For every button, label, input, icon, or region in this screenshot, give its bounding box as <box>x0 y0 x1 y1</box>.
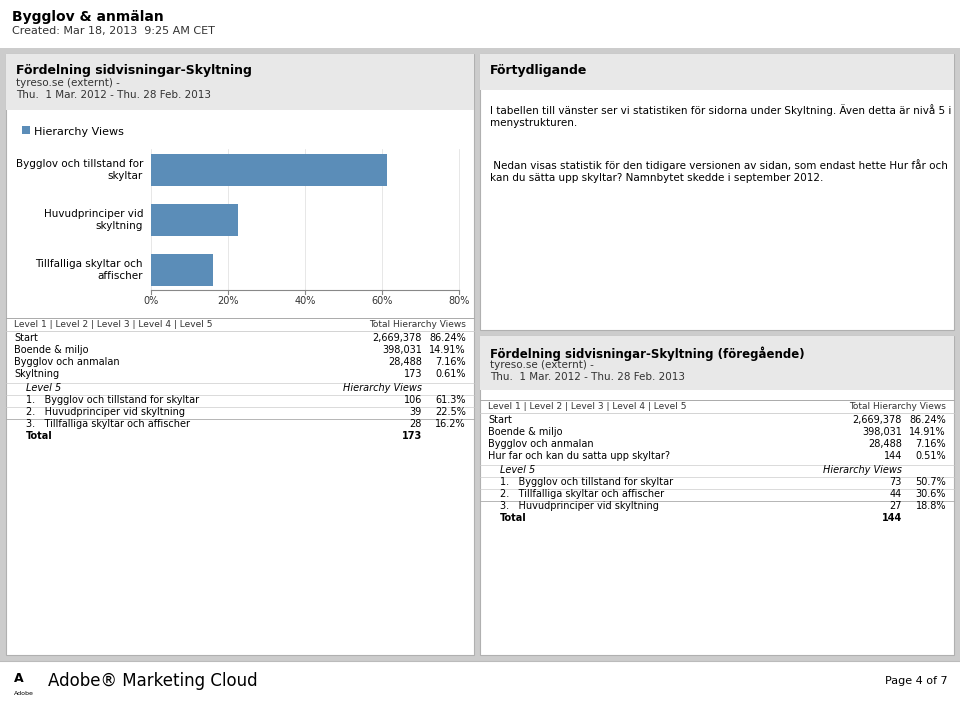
Text: Start: Start <box>14 333 37 343</box>
Text: 398,031: 398,031 <box>862 427 902 437</box>
Text: A: A <box>14 672 24 685</box>
Text: Bygglov och anmalan: Bygglov och anmalan <box>488 439 593 449</box>
Text: 40%: 40% <box>295 296 316 306</box>
Text: 173: 173 <box>403 369 422 379</box>
Text: Page 4 of 7: Page 4 of 7 <box>885 676 948 686</box>
Text: Förtydligande: Förtydligande <box>490 64 588 77</box>
Text: 2.   Huvudprinciper vid skyltning: 2. Huvudprinciper vid skyltning <box>26 407 185 417</box>
Text: Hur far och kan du satta upp skyltar?: Hur far och kan du satta upp skyltar? <box>488 451 670 461</box>
Text: Hierarchy Views: Hierarchy Views <box>343 383 422 393</box>
Text: Level 5: Level 5 <box>26 383 61 393</box>
Text: 30.6%: 30.6% <box>916 489 946 499</box>
Text: 7.16%: 7.16% <box>436 357 466 367</box>
Bar <box>10 671 38 699</box>
Text: Total Hierarchy Views: Total Hierarchy Views <box>370 320 466 329</box>
Bar <box>6 54 474 655</box>
Text: 39: 39 <box>410 407 422 417</box>
Text: 80%: 80% <box>448 296 469 306</box>
Text: 60%: 60% <box>372 296 393 306</box>
Bar <box>480 336 954 655</box>
Text: Start: Start <box>488 415 512 425</box>
Text: Adobe: Adobe <box>14 691 34 696</box>
Text: 14.91%: 14.91% <box>429 345 466 355</box>
Text: Fördelning sidvisningar-Skyltning: Fördelning sidvisningar-Skyltning <box>16 64 252 77</box>
Text: 144: 144 <box>883 451 902 461</box>
Text: 0.51%: 0.51% <box>916 451 946 461</box>
Text: tyreso.se (externt) -: tyreso.se (externt) - <box>16 78 120 88</box>
Text: Huvudprinciper vid
skyltning: Huvudprinciper vid skyltning <box>43 209 143 231</box>
Text: Total Hierarchy Views: Total Hierarchy Views <box>850 402 946 411</box>
Text: 22.5%: 22.5% <box>435 407 466 417</box>
Text: Bygglov och anmalan: Bygglov och anmalan <box>14 357 120 367</box>
Text: 1.   Bygglov och tillstand for skyltar: 1. Bygglov och tillstand for skyltar <box>26 395 199 405</box>
Bar <box>480 54 954 90</box>
Bar <box>151 254 213 286</box>
Text: 3.   Tillfalliga skyltar och affischer: 3. Tillfalliga skyltar och affischer <box>26 419 190 429</box>
Bar <box>0 48 960 661</box>
Bar <box>480 336 954 390</box>
Text: 86.24%: 86.24% <box>429 333 466 343</box>
Text: 2,669,378: 2,669,378 <box>852 415 902 425</box>
Bar <box>151 154 387 186</box>
Text: 3.   Huvudprinciper vid skyltning: 3. Huvudprinciper vid skyltning <box>500 501 659 511</box>
Text: Nedan visas statistik för den tidigare versionen av sidan, som endast hette Hur : Nedan visas statistik för den tidigare v… <box>490 159 948 171</box>
Text: Total: Total <box>26 431 53 441</box>
Text: Level 1 | Level 2 | Level 3 | Level 4 | Level 5: Level 1 | Level 2 | Level 3 | Level 4 | … <box>488 402 686 411</box>
Text: Adobe® Marketing Cloud: Adobe® Marketing Cloud <box>48 672 257 690</box>
Text: Thu.  1 Mar. 2012 - Thu. 28 Feb. 2013: Thu. 1 Mar. 2012 - Thu. 28 Feb. 2013 <box>16 90 211 100</box>
Text: kan du sätta upp skyltar? Namnbytet skedde i september 2012.: kan du sätta upp skyltar? Namnbytet sked… <box>490 173 824 183</box>
Text: 28,488: 28,488 <box>388 357 422 367</box>
Text: Bygglov & anmälan: Bygglov & anmälan <box>12 10 164 24</box>
Text: Total: Total <box>500 513 527 523</box>
Text: 44: 44 <box>890 489 902 499</box>
Bar <box>6 54 474 110</box>
Text: 1.   Bygglov och tillstand for skyltar: 1. Bygglov och tillstand for skyltar <box>500 477 673 487</box>
Text: 0.61%: 0.61% <box>436 369 466 379</box>
Text: 144: 144 <box>881 513 902 523</box>
Text: 50.7%: 50.7% <box>915 477 946 487</box>
Text: 86.24%: 86.24% <box>909 415 946 425</box>
Bar <box>151 204 238 236</box>
Text: 20%: 20% <box>217 296 239 306</box>
Text: Boende & miljo: Boende & miljo <box>14 345 88 355</box>
Text: 73: 73 <box>890 477 902 487</box>
Text: 106: 106 <box>403 395 422 405</box>
Text: 7.16%: 7.16% <box>916 439 946 449</box>
Text: 173: 173 <box>401 431 422 441</box>
Text: 0%: 0% <box>143 296 158 306</box>
Text: Level 5: Level 5 <box>500 465 536 475</box>
Text: 28: 28 <box>410 419 422 429</box>
Bar <box>0 661 960 709</box>
Text: Fördelning sidvisningar-Skyltning (föregående): Fördelning sidvisningar-Skyltning (föreg… <box>490 346 804 361</box>
Text: 398,031: 398,031 <box>382 345 422 355</box>
Text: Hierarchy Views: Hierarchy Views <box>34 127 124 137</box>
Text: 2.   Tillfalliga skyltar och affischer: 2. Tillfalliga skyltar och affischer <box>500 489 664 499</box>
Text: 61.3%: 61.3% <box>436 395 466 405</box>
Text: 18.8%: 18.8% <box>916 501 946 511</box>
Text: Created: Mar 18, 2013  9:25 AM CET: Created: Mar 18, 2013 9:25 AM CET <box>12 26 215 36</box>
Bar <box>22 126 30 134</box>
Text: 28,488: 28,488 <box>868 439 902 449</box>
Text: Skyltning: Skyltning <box>14 369 60 379</box>
Text: Hierarchy Views: Hierarchy Views <box>823 465 902 475</box>
Text: Bygglov och tillstand for
skyltar: Bygglov och tillstand for skyltar <box>15 160 143 181</box>
Text: Tillfalliga skyltar och
affischer: Tillfalliga skyltar och affischer <box>36 259 143 281</box>
Text: 16.2%: 16.2% <box>436 419 466 429</box>
Text: tyreso.se (externt) -: tyreso.se (externt) - <box>490 360 594 370</box>
Bar <box>0 0 960 48</box>
Text: 27: 27 <box>890 501 902 511</box>
Text: Thu.  1 Mar. 2012 - Thu. 28 Feb. 2013: Thu. 1 Mar. 2012 - Thu. 28 Feb. 2013 <box>490 372 685 382</box>
Text: I tabellen till vänster ser vi statistiken för sidorna under Skyltning. Även det: I tabellen till vänster ser vi statistik… <box>490 104 951 116</box>
Text: 14.91%: 14.91% <box>909 427 946 437</box>
Text: Boende & miljo: Boende & miljo <box>488 427 563 437</box>
Bar <box>480 54 954 330</box>
Text: Level 1 | Level 2 | Level 3 | Level 4 | Level 5: Level 1 | Level 2 | Level 3 | Level 4 | … <box>14 320 212 329</box>
Text: menystrukturen.: menystrukturen. <box>490 118 577 128</box>
Text: 2,669,378: 2,669,378 <box>372 333 422 343</box>
